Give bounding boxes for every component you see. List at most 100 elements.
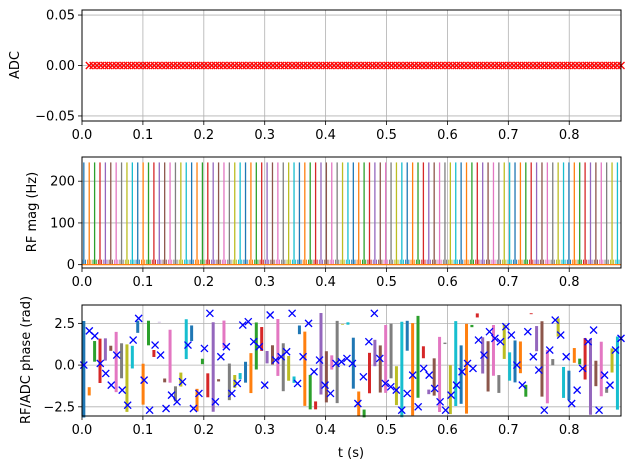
x-tick-label: 0.0 xyxy=(72,128,93,143)
phase-panel: 0.0 0.1 0.2 0.3 0.4 0.5 0.6 0.7 0.8 2.5 0.0 −2.5 R… xyxy=(19,296,625,461)
x-marker xyxy=(260,381,269,390)
x-tick-label: 0.6 xyxy=(437,275,458,290)
x-marker xyxy=(600,371,609,380)
x-marker xyxy=(556,331,565,340)
x-marker xyxy=(436,397,445,406)
x-tick-label: 0.3 xyxy=(254,128,275,143)
x-marker xyxy=(551,316,560,324)
adc-y-ticks: 0.05 0.00 −0.05 xyxy=(35,9,82,124)
x-marker xyxy=(512,361,521,370)
x-marker xyxy=(90,331,99,340)
phase-axes-frame xyxy=(81,304,622,417)
x-marker xyxy=(408,371,417,380)
x-tick-label: 0.4 xyxy=(315,423,336,438)
rf-mag-panel: 0.0 0.1 0.2 0.3 0.4 0.5 0.6 0.7 0.8 200 100 0 RF m… xyxy=(25,156,622,290)
x-marker xyxy=(425,371,434,380)
rf-mag-y-axis-label: RF mag (Hz) xyxy=(25,172,40,252)
x-marker xyxy=(271,356,280,365)
adc-x-ticks: 0.0 0.1 0.2 0.3 0.4 0.5 0.6 0.7 0.8 xyxy=(72,121,580,143)
x-tick-label: 0.5 xyxy=(376,275,397,290)
x-marker xyxy=(112,351,121,360)
x-marker xyxy=(211,397,220,406)
x-tick-label: 0.6 xyxy=(437,423,458,438)
x-marker xyxy=(118,386,127,395)
x-tick-label: 0.7 xyxy=(498,128,519,143)
x-tick-label: 0.0 xyxy=(72,275,93,290)
y-tick-label: 0.05 xyxy=(46,9,75,24)
y-tick-label: 0 xyxy=(67,258,75,273)
x-marker xyxy=(293,379,302,388)
adc-y-axis-label: ADC xyxy=(8,51,23,79)
x-marker xyxy=(315,356,324,365)
x-marker xyxy=(332,359,340,368)
x-tick-label: 0.4 xyxy=(315,275,336,290)
x-marker xyxy=(178,377,187,386)
rf-mag-axes-frame xyxy=(81,156,622,269)
x-marker xyxy=(370,309,379,318)
x-tick-label: 0.1 xyxy=(133,275,154,290)
x-marker xyxy=(244,317,253,326)
x-marker xyxy=(282,347,291,356)
x-marker xyxy=(189,404,198,413)
x-marker xyxy=(348,359,357,368)
x-marker xyxy=(216,352,225,361)
x-marker xyxy=(342,354,351,363)
y-tick-label: 100 xyxy=(50,216,75,231)
x-tick-label: 0.7 xyxy=(498,275,519,290)
x-marker xyxy=(337,357,346,366)
x-tick-label: 0.1 xyxy=(133,423,154,438)
x-marker xyxy=(227,389,236,398)
rf-mag-pulses xyxy=(81,162,621,266)
x-marker xyxy=(545,346,554,355)
x-marker xyxy=(463,359,472,368)
x-tick-label: 0.3 xyxy=(254,275,275,290)
x-marker xyxy=(595,406,604,415)
phase-grid xyxy=(81,305,621,416)
x-marker xyxy=(490,334,499,343)
x-tick-label: 0.5 xyxy=(376,423,397,438)
x-marker xyxy=(255,342,264,351)
phase-x-axis-label: t (s) xyxy=(338,446,364,461)
phase-x-ticks: 0.0 0.1 0.2 0.3 0.4 0.5 0.6 0.7 0.8 xyxy=(72,416,580,438)
x-tick-label: 0.6 xyxy=(437,128,458,143)
phase-adc-markers xyxy=(79,309,625,415)
x-marker xyxy=(501,322,510,331)
x-tick-label: 0.2 xyxy=(193,423,214,438)
x-marker xyxy=(573,386,582,395)
x-marker xyxy=(364,337,373,346)
x-marker xyxy=(299,352,308,361)
x-marker xyxy=(419,364,428,373)
x-marker xyxy=(496,337,505,346)
x-marker xyxy=(359,372,368,381)
x-marker xyxy=(507,331,516,340)
x-marker xyxy=(222,342,231,351)
x-marker xyxy=(156,351,165,360)
x-tick-label: 0.2 xyxy=(193,275,214,290)
x-marker xyxy=(441,406,450,415)
x-marker xyxy=(403,389,412,398)
x-marker xyxy=(238,321,247,329)
x-marker xyxy=(194,389,203,398)
x-tick-label: 0.8 xyxy=(559,128,580,143)
x-marker xyxy=(480,351,488,360)
x-tick-label: 0.5 xyxy=(376,128,397,143)
x-marker xyxy=(534,366,543,375)
x-marker xyxy=(606,381,614,390)
x-marker xyxy=(430,384,439,393)
x-marker xyxy=(562,352,571,361)
y-tick-label: −0.05 xyxy=(35,109,75,124)
x-marker xyxy=(589,326,598,334)
x-marker xyxy=(123,401,132,410)
x-marker xyxy=(233,379,242,388)
x-marker xyxy=(392,386,401,395)
x-marker xyxy=(540,406,549,415)
x-marker xyxy=(184,341,192,350)
x-marker xyxy=(397,406,406,415)
x-marker xyxy=(485,327,494,336)
y-tick-label: 0.00 xyxy=(46,59,75,74)
x-marker xyxy=(529,352,538,361)
rf-mag-grid xyxy=(81,157,621,268)
y-tick-label: 200 xyxy=(50,175,75,190)
x-tick-label: 0.0 xyxy=(72,423,93,438)
